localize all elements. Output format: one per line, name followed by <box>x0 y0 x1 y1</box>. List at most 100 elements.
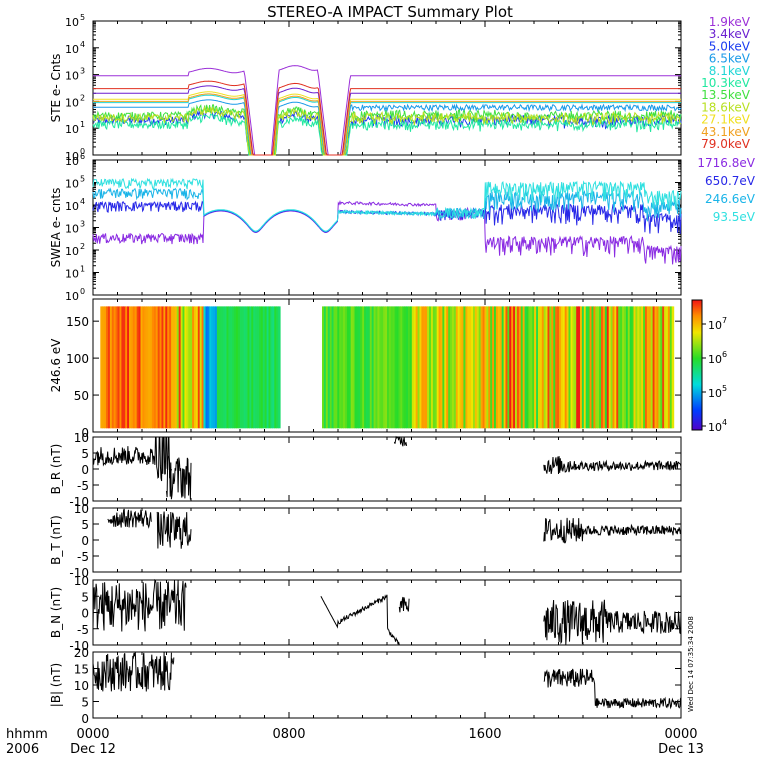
b-trace-4-1 <box>156 511 192 549</box>
heatmap-cell <box>188 306 191 429</box>
heatmap-cell <box>438 306 442 429</box>
y-tick-label: 10 <box>65 16 79 29</box>
ste-series-18-6keV <box>92 105 681 156</box>
heatmap-cell <box>163 306 166 429</box>
plot-title: STEREO-A IMPACT Summary Plot <box>267 3 513 21</box>
heatmap-cell <box>364 306 367 429</box>
heatmap-cell <box>142 306 145 429</box>
heatmap-cell <box>199 306 203 429</box>
heatmap-cell <box>490 306 493 429</box>
swea-series-0 <box>92 200 682 265</box>
heatmap-cell <box>503 306 507 429</box>
b-trace-3-0 <box>92 436 172 482</box>
y-tick-exponent: 0 <box>80 147 85 156</box>
heatmap-cell <box>195 306 199 429</box>
heatmap-cell <box>589 306 593 429</box>
y-tick-label: 10 <box>65 123 79 136</box>
heatmap-cell <box>153 306 157 429</box>
heatmap-cell <box>190 306 193 429</box>
heatmap-cell <box>109 306 113 429</box>
heatmap-cell <box>274 306 277 429</box>
heatmap-cell <box>207 306 210 429</box>
heatmap-cell <box>595 306 598 429</box>
swea-series-2 <box>92 187 682 233</box>
y-tick-label: 5 <box>81 518 89 532</box>
colorbar <box>691 299 703 431</box>
y-tick-label: 5 <box>81 696 89 710</box>
y-tick-label: -5 <box>77 623 89 637</box>
legend-swea-2: 246.6eV <box>705 192 756 206</box>
heatmap-cell <box>482 306 486 429</box>
heatmap-cell <box>627 306 631 429</box>
heatmap-cell <box>530 306 533 429</box>
heatmap-cell <box>276 306 279 429</box>
heatmap-cell <box>553 306 556 429</box>
x-date-start: Dec 12 <box>70 742 116 757</box>
heatmap-cell <box>511 306 514 429</box>
legend-ste-1: 3.4keV <box>709 27 751 41</box>
heatmap-cell <box>539 306 543 429</box>
y-tick-label: 0 <box>81 712 89 726</box>
heatmap-cell <box>167 306 170 429</box>
legend-ste-8: 27.1keV <box>701 113 751 127</box>
heatmap-cell <box>434 306 438 429</box>
heatmap-cell <box>547 306 550 429</box>
heatmap-cell <box>119 306 122 429</box>
heatmap-cell <box>151 306 155 429</box>
legend-swea-3: 93.5eV <box>713 210 756 224</box>
heatmap-cell <box>492 306 495 429</box>
heatmap-cell <box>419 306 422 429</box>
heatmap-cell <box>583 306 587 429</box>
heatmap-cell <box>192 306 195 429</box>
heatmap-cell <box>450 306 453 429</box>
heatmap-cell <box>129 306 132 429</box>
legend-ste-6: 13.5keV <box>701 88 751 102</box>
heatmap-cell <box>501 306 505 429</box>
heatmap-cell <box>232 306 235 429</box>
heatmap-cell <box>205 306 208 429</box>
heatmap-cell <box>667 306 671 429</box>
heatmap-cell <box>580 306 583 429</box>
heatmap-cell <box>662 306 665 429</box>
heatmap-cell <box>237 306 241 429</box>
heatmap-cell <box>218 306 222 429</box>
swea-series-3 <box>92 177 682 232</box>
heatmap-cell <box>606 306 610 429</box>
b-trace-6-2 <box>543 668 682 710</box>
y-tick-label: 0 <box>81 534 89 548</box>
y-tick-label: 150 <box>66 315 89 329</box>
b-trace-4-0 <box>107 508 153 529</box>
heatmap-cell <box>415 306 419 429</box>
heatmap-cell <box>203 306 206 429</box>
heatmap-cell <box>222 306 226 429</box>
heatmap-cell <box>388 306 392 429</box>
heatmap-cell <box>516 306 520 429</box>
y-tick-label: 10 <box>65 245 79 258</box>
heatmap-cell <box>474 306 478 429</box>
heatmap-cell <box>253 306 256 429</box>
b-trace-6-0 <box>92 651 172 692</box>
y-tick-label: 10 <box>65 43 79 56</box>
heatmap-cell <box>436 306 440 429</box>
heatmap-cell <box>102 306 105 429</box>
heatmap-cell <box>429 306 432 429</box>
heatmap-cell <box>249 306 252 429</box>
legend-swea-0: 1716.8eV <box>697 156 755 170</box>
legend-ste-4: 8.1keV <box>709 64 751 78</box>
heatmap-cell <box>515 306 518 429</box>
y-tick-label: 10 <box>74 502 89 516</box>
heatmap-cell <box>251 306 254 429</box>
y-tick-label: 10 <box>65 96 79 109</box>
heatmap-cell <box>260 306 264 429</box>
heatmap-cell <box>113 306 117 429</box>
heatmap-cell <box>383 306 386 429</box>
y-axis-label-4: B_T (nT) <box>49 515 63 565</box>
heatmap-cell <box>350 306 354 429</box>
legend-ste-7: 18.6keV <box>701 100 751 114</box>
ste-series-10-3keV <box>92 113 682 156</box>
heatmap-cell <box>486 306 489 429</box>
heatmap-cell <box>136 306 140 429</box>
b-trace-5-0 <box>92 578 187 632</box>
y-tick-label: 10 <box>65 70 79 83</box>
